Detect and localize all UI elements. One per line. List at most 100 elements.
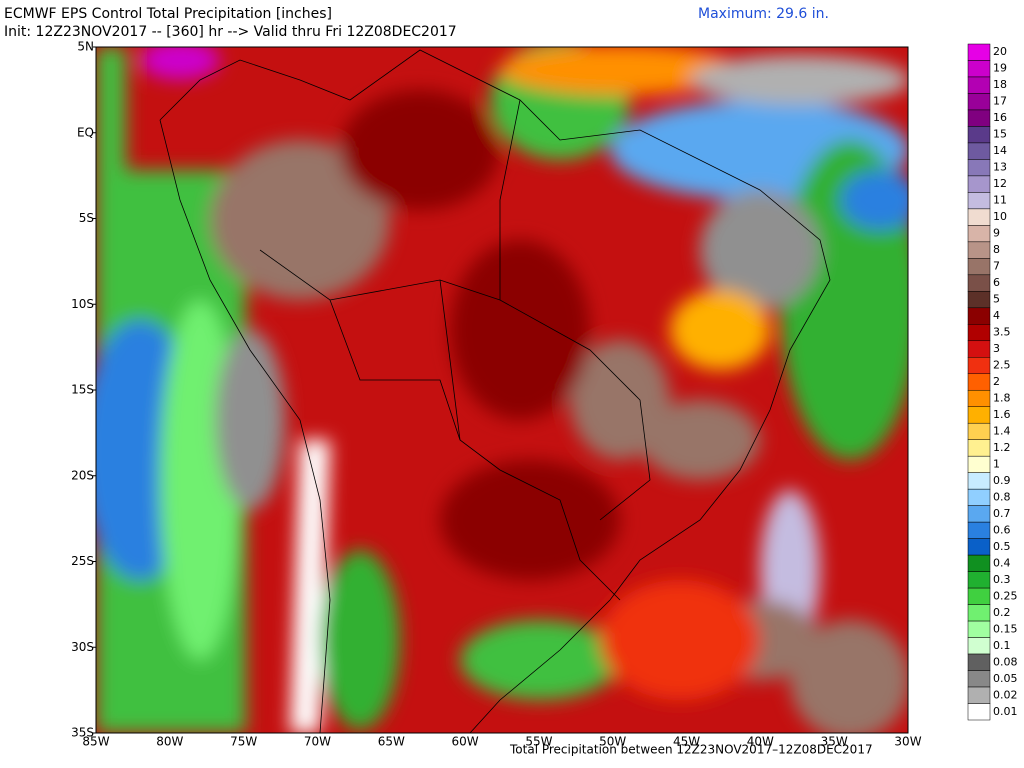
colorbar-label: 2.5 [993, 359, 1011, 372]
colorbar-swatch [967, 192, 991, 210]
colorbar-swatch [967, 324, 991, 342]
lat-label: 35S [71, 726, 94, 740]
title: ECMWF EPS Control Total Precipitation [i… [4, 6, 332, 22]
colorbar-label: 14 [993, 144, 1007, 157]
lon-label: 80W [156, 735, 183, 749]
colorbar-swatch [967, 291, 991, 309]
colorbar-label: 0.08 [993, 655, 1018, 668]
lon-label: 50W [599, 735, 626, 749]
colorbar-label: 0.05 [993, 672, 1018, 685]
lat-label: 5N [77, 40, 94, 54]
colorbar-label: 1.4 [993, 424, 1011, 437]
colorbar-label: 15 [993, 128, 1007, 141]
colorbar-label: 0.7 [993, 507, 1011, 520]
colorbar-label: 18 [993, 78, 1007, 91]
footer: Total Precipitation between 12Z23NOV2017… [509, 743, 873, 757]
colorbar-label: 13 [993, 161, 1007, 174]
maximum: Maximum: 29.6 in. [698, 6, 829, 22]
lat-label: 25S [71, 554, 94, 568]
colorbar-label: 0.02 [993, 688, 1018, 701]
lon-label: 30W [894, 735, 921, 749]
colorbar-label: 5 [993, 293, 1000, 306]
colorbar-swatch [967, 488, 991, 506]
colorbar-swatch [967, 76, 991, 94]
colorbar-swatch [967, 43, 991, 61]
colorbar-label: 12 [993, 177, 1007, 190]
colorbar-swatch [967, 422, 991, 440]
colorbar-swatch [967, 604, 991, 622]
colorbar-label: 0.9 [993, 474, 1011, 487]
lat-label: 15S [71, 383, 94, 397]
colorbar-swatch [967, 439, 991, 457]
colorbar-swatch [967, 554, 991, 572]
lat-label: 30S [71, 640, 94, 654]
colorbar-swatch [967, 175, 991, 193]
lon-label: 85W [82, 735, 109, 749]
colorbar-label: 19 [993, 62, 1007, 75]
colorbar-label: 1.6 [993, 408, 1011, 421]
colorbar-swatch [967, 373, 991, 391]
colorbar-swatch [967, 653, 991, 671]
colorbar-label: 20 [993, 45, 1007, 58]
colorbar-label: 1.8 [993, 391, 1011, 404]
lon-label: 75W [230, 735, 257, 749]
colorbar-swatch [967, 274, 991, 292]
colorbar-swatch [967, 142, 991, 160]
precip-field [96, 47, 908, 733]
colorbar-swatch [967, 587, 991, 605]
colorbar-label: 0.3 [993, 573, 1011, 586]
lon-label: 65W [378, 735, 405, 749]
colorbar-label: 0.25 [993, 589, 1018, 602]
colorbar-swatch [967, 258, 991, 276]
colorbar-swatch [967, 340, 991, 358]
colorbar-label: 7 [993, 260, 1000, 273]
colorbar-label: 1.2 [993, 441, 1011, 454]
lat-label: 20S [71, 468, 94, 482]
colorbar-swatch [967, 472, 991, 490]
lon-label: 40W [747, 735, 774, 749]
lat-label: 10S [71, 297, 94, 311]
colorbar-swatch [967, 241, 991, 259]
colorbar-label: 8 [993, 243, 1000, 256]
colorbar-swatch [967, 357, 991, 375]
colorbar-label: 6 [993, 276, 1000, 289]
colorbar-swatch [967, 455, 991, 473]
colorbar-swatch [967, 521, 991, 539]
colorbar-label: 17 [993, 95, 1007, 108]
lon-label: 55W [525, 735, 552, 749]
colorbar-label: 3.5 [993, 326, 1011, 339]
colorbar-swatch [967, 60, 991, 78]
lon-label: 35W [821, 735, 848, 749]
colorbar-label: 0.01 [993, 705, 1018, 718]
colorbar-label: 1 [993, 457, 1000, 470]
colorbar-swatch [967, 159, 991, 177]
colorbar-swatch [967, 93, 991, 111]
colorbar-label: 10 [993, 210, 1007, 223]
colorbar-swatch [967, 538, 991, 556]
colorbar-swatch [967, 505, 991, 523]
colorbar-swatch [967, 225, 991, 243]
lat-label: 5S [79, 211, 94, 225]
colorbar-swatch [967, 670, 991, 688]
colorbar-label: 0.4 [993, 556, 1011, 569]
colorbar-label: 0.15 [993, 622, 1018, 635]
colorbar-swatch [967, 637, 991, 655]
colorbar-label: 16 [993, 111, 1007, 124]
colorbar-label: 4 [993, 309, 1000, 322]
colorbar-label: 0.2 [993, 606, 1011, 619]
lon-label: 70W [304, 735, 331, 749]
colorbar-swatch [967, 208, 991, 226]
colorbar-label: 3 [993, 342, 1000, 355]
colorbar-swatch [967, 620, 991, 638]
colorbar-swatch [967, 703, 991, 721]
colorbar-swatch [967, 109, 991, 127]
colorbar-swatch [967, 571, 991, 589]
colorbar-swatch [967, 406, 991, 424]
colorbar-label: 2 [993, 375, 1000, 388]
colorbar-label: 0.5 [993, 540, 1011, 553]
lon-label: 45W [673, 735, 700, 749]
colorbar-label: 9 [993, 227, 1000, 240]
colorbar-swatch [967, 686, 991, 704]
